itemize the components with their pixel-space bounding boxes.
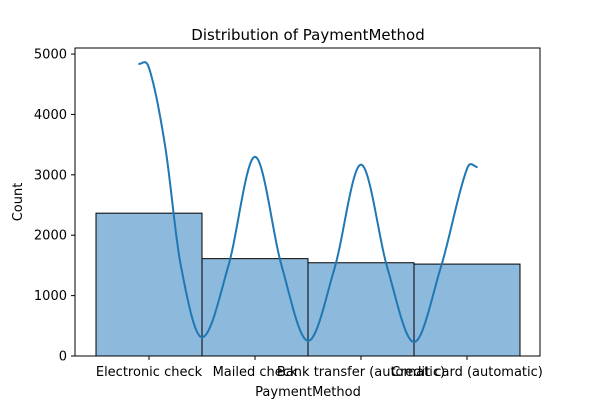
bar-1 — [95, 212, 203, 357]
chart-title: Distribution of PaymentMethod — [191, 26, 424, 44]
x-tick-label: Electronic check — [96, 365, 203, 380]
x-tick-label: Credit card (automatic) — [391, 365, 543, 380]
y-axis-label: Count — [11, 183, 26, 222]
x-tick-label: Bank transfer (automatic) — [277, 365, 445, 380]
x-tick-label: Mailed check — [213, 365, 298, 380]
y-axis: 0 1000 2000 3000 4000 5000 — [34, 48, 75, 365]
y-tick-label: 0 — [59, 350, 67, 365]
y-tick-label: 2000 — [34, 229, 67, 244]
x-axis-label: PaymentMethod — [255, 385, 361, 400]
y-tick-label: 5000 — [34, 48, 67, 63]
bar-2 — [201, 258, 309, 357]
kde-line — [138, 61, 478, 344]
bar-3 — [307, 262, 415, 357]
y-tick-label: 4000 — [34, 108, 67, 123]
y-tick-label: 3000 — [34, 168, 67, 183]
bars — [95, 212, 521, 357]
bar-4 — [413, 263, 521, 357]
y-tick-label: 1000 — [34, 289, 67, 304]
plot-frame — [74, 47, 541, 357]
